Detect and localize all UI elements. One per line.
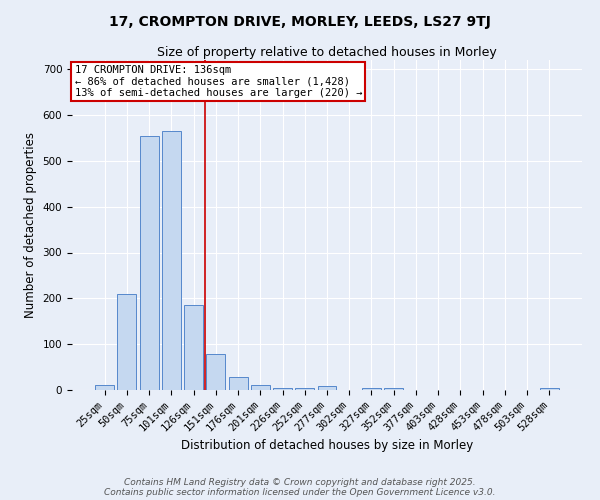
Text: 17 CROMPTON DRIVE: 136sqm
← 86% of detached houses are smaller (1,428)
13% of se: 17 CROMPTON DRIVE: 136sqm ← 86% of detac… [74,65,362,98]
X-axis label: Distribution of detached houses by size in Morley: Distribution of detached houses by size … [181,439,473,452]
Bar [362,388,381,390]
Bar [118,294,136,390]
Bar [273,388,292,390]
Bar [206,354,225,390]
Title: Size of property relative to detached houses in Morley: Size of property relative to detached ho… [157,46,497,59]
Bar [251,384,270,390]
Y-axis label: Number of detached properties: Number of detached properties [24,132,37,318]
Text: 17, CROMPTON DRIVE, MORLEY, LEEDS, LS27 9TJ: 17, CROMPTON DRIVE, MORLEY, LEEDS, LS27 … [109,15,491,29]
Bar [317,386,337,390]
Bar [184,305,203,390]
Text: Contains HM Land Registry data © Crown copyright and database right 2025.
Contai: Contains HM Land Registry data © Crown c… [104,478,496,497]
Bar [95,386,114,390]
Bar [140,136,158,390]
Bar [229,377,248,390]
Bar [295,388,314,390]
Bar [384,388,403,390]
Bar [162,131,181,390]
Bar [540,388,559,390]
